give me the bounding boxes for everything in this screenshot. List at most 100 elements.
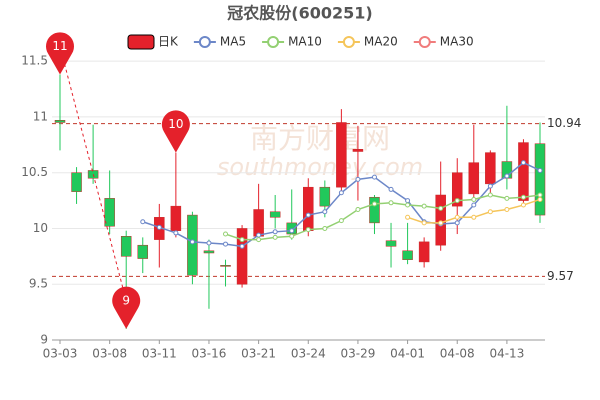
ma-point — [520, 160, 526, 166]
candle-body — [71, 172, 82, 192]
ma-point — [421, 203, 427, 209]
ma-point — [487, 209, 493, 215]
ma-point — [504, 207, 510, 212]
ma-point — [471, 214, 477, 220]
candle-body — [418, 241, 430, 263]
candle-body — [385, 240, 397, 247]
candle-body — [402, 250, 413, 260]
x-tick-label: 03-08 — [92, 347, 127, 361]
ma-point — [140, 219, 146, 225]
legend-swatch — [342, 36, 355, 48]
ma-point — [206, 240, 212, 246]
candle-body — [352, 149, 364, 152]
pin — [112, 286, 141, 329]
y-tick-label: 10.5 — [21, 165, 48, 179]
ma-point — [537, 192, 543, 198]
legend-label: MA30 — [440, 35, 474, 49]
ma-point — [405, 198, 411, 204]
x-tick-label: 04-13 — [489, 347, 524, 361]
candle-body — [120, 236, 132, 257]
legend-label: MA10 — [288, 35, 322, 49]
ma-point — [438, 205, 444, 211]
ma-point — [520, 194, 526, 200]
ma-point — [338, 190, 344, 196]
x-tick-label: 03-03 — [43, 347, 78, 361]
ma-point — [355, 207, 361, 212]
ma-point — [223, 231, 229, 237]
legend-label: MA5 — [220, 35, 246, 49]
pin-label: 9 — [122, 293, 130, 307]
ma-point — [454, 214, 460, 220]
x-tick-label: 04-01 — [390, 347, 425, 361]
legend-label: 日K — [158, 35, 179, 49]
candle-body — [220, 265, 231, 267]
ma-point — [156, 224, 162, 230]
x-tick-label: 03-24 — [291, 347, 326, 361]
ma-point — [504, 173, 510, 179]
ma-point — [371, 174, 377, 180]
candle-body — [236, 228, 248, 285]
ma-point — [239, 237, 245, 243]
candle-body — [468, 162, 480, 195]
candle-body — [485, 152, 496, 185]
chart-title: 冠农股份(600251) — [227, 4, 372, 23]
ma-point — [405, 202, 411, 208]
ma-point — [289, 233, 295, 239]
candle-body — [54, 120, 66, 123]
ma-point — [454, 198, 460, 204]
ma-point — [256, 232, 262, 238]
ma-point — [421, 220, 427, 226]
ma-point — [289, 228, 295, 234]
watermark: 南方财富网 — [250, 122, 390, 155]
ma-point — [355, 176, 361, 182]
candle-body — [451, 172, 463, 207]
ma-point — [487, 183, 493, 189]
ma-point — [223, 241, 229, 247]
y-tick-label: 9 — [40, 333, 48, 347]
ma-point — [405, 214, 411, 220]
ma-point — [487, 192, 493, 198]
ma-point — [537, 196, 543, 202]
candle-body — [137, 244, 149, 259]
pin — [46, 32, 75, 75]
ma-point — [388, 200, 394, 206]
ma-point — [338, 218, 344, 224]
ma-point — [305, 227, 311, 233]
ma-point — [272, 234, 278, 240]
x-tick-label: 03-29 — [340, 347, 375, 361]
x-tick-label: 03-11 — [142, 347, 177, 361]
ma-point — [388, 186, 394, 192]
candle-body — [518, 142, 529, 201]
ma-point — [189, 239, 195, 245]
candle-body — [253, 209, 264, 237]
ma-point — [371, 201, 377, 207]
pin-label: 11 — [52, 39, 67, 53]
x-tick-label: 04-08 — [440, 347, 475, 361]
y-tick-label: 11.5 — [21, 54, 48, 68]
candle-body — [336, 122, 347, 188]
y-tick-label: 9.5 — [29, 277, 48, 291]
candle-body — [170, 205, 182, 231]
legend-label: MA20 — [364, 35, 398, 49]
ma-point — [537, 167, 543, 173]
watermark: southmoney.com — [217, 153, 423, 181]
candle-body — [534, 143, 546, 216]
ma-point — [438, 220, 444, 226]
candle-body — [435, 194, 446, 246]
legend-swatch — [267, 36, 280, 48]
ma-point — [504, 195, 510, 201]
ma-point — [256, 237, 262, 243]
ma-point — [272, 229, 278, 235]
ma-point — [471, 202, 477, 208]
pin — [161, 110, 190, 153]
legend-swatch — [418, 36, 431, 48]
candle-body — [187, 214, 198, 276]
ma-point — [173, 230, 179, 236]
ma-line — [225, 194, 541, 241]
ma-point — [239, 243, 245, 249]
candle-body — [303, 186, 314, 231]
ma-point — [322, 225, 328, 231]
reference-label: 10.94 — [547, 116, 581, 130]
